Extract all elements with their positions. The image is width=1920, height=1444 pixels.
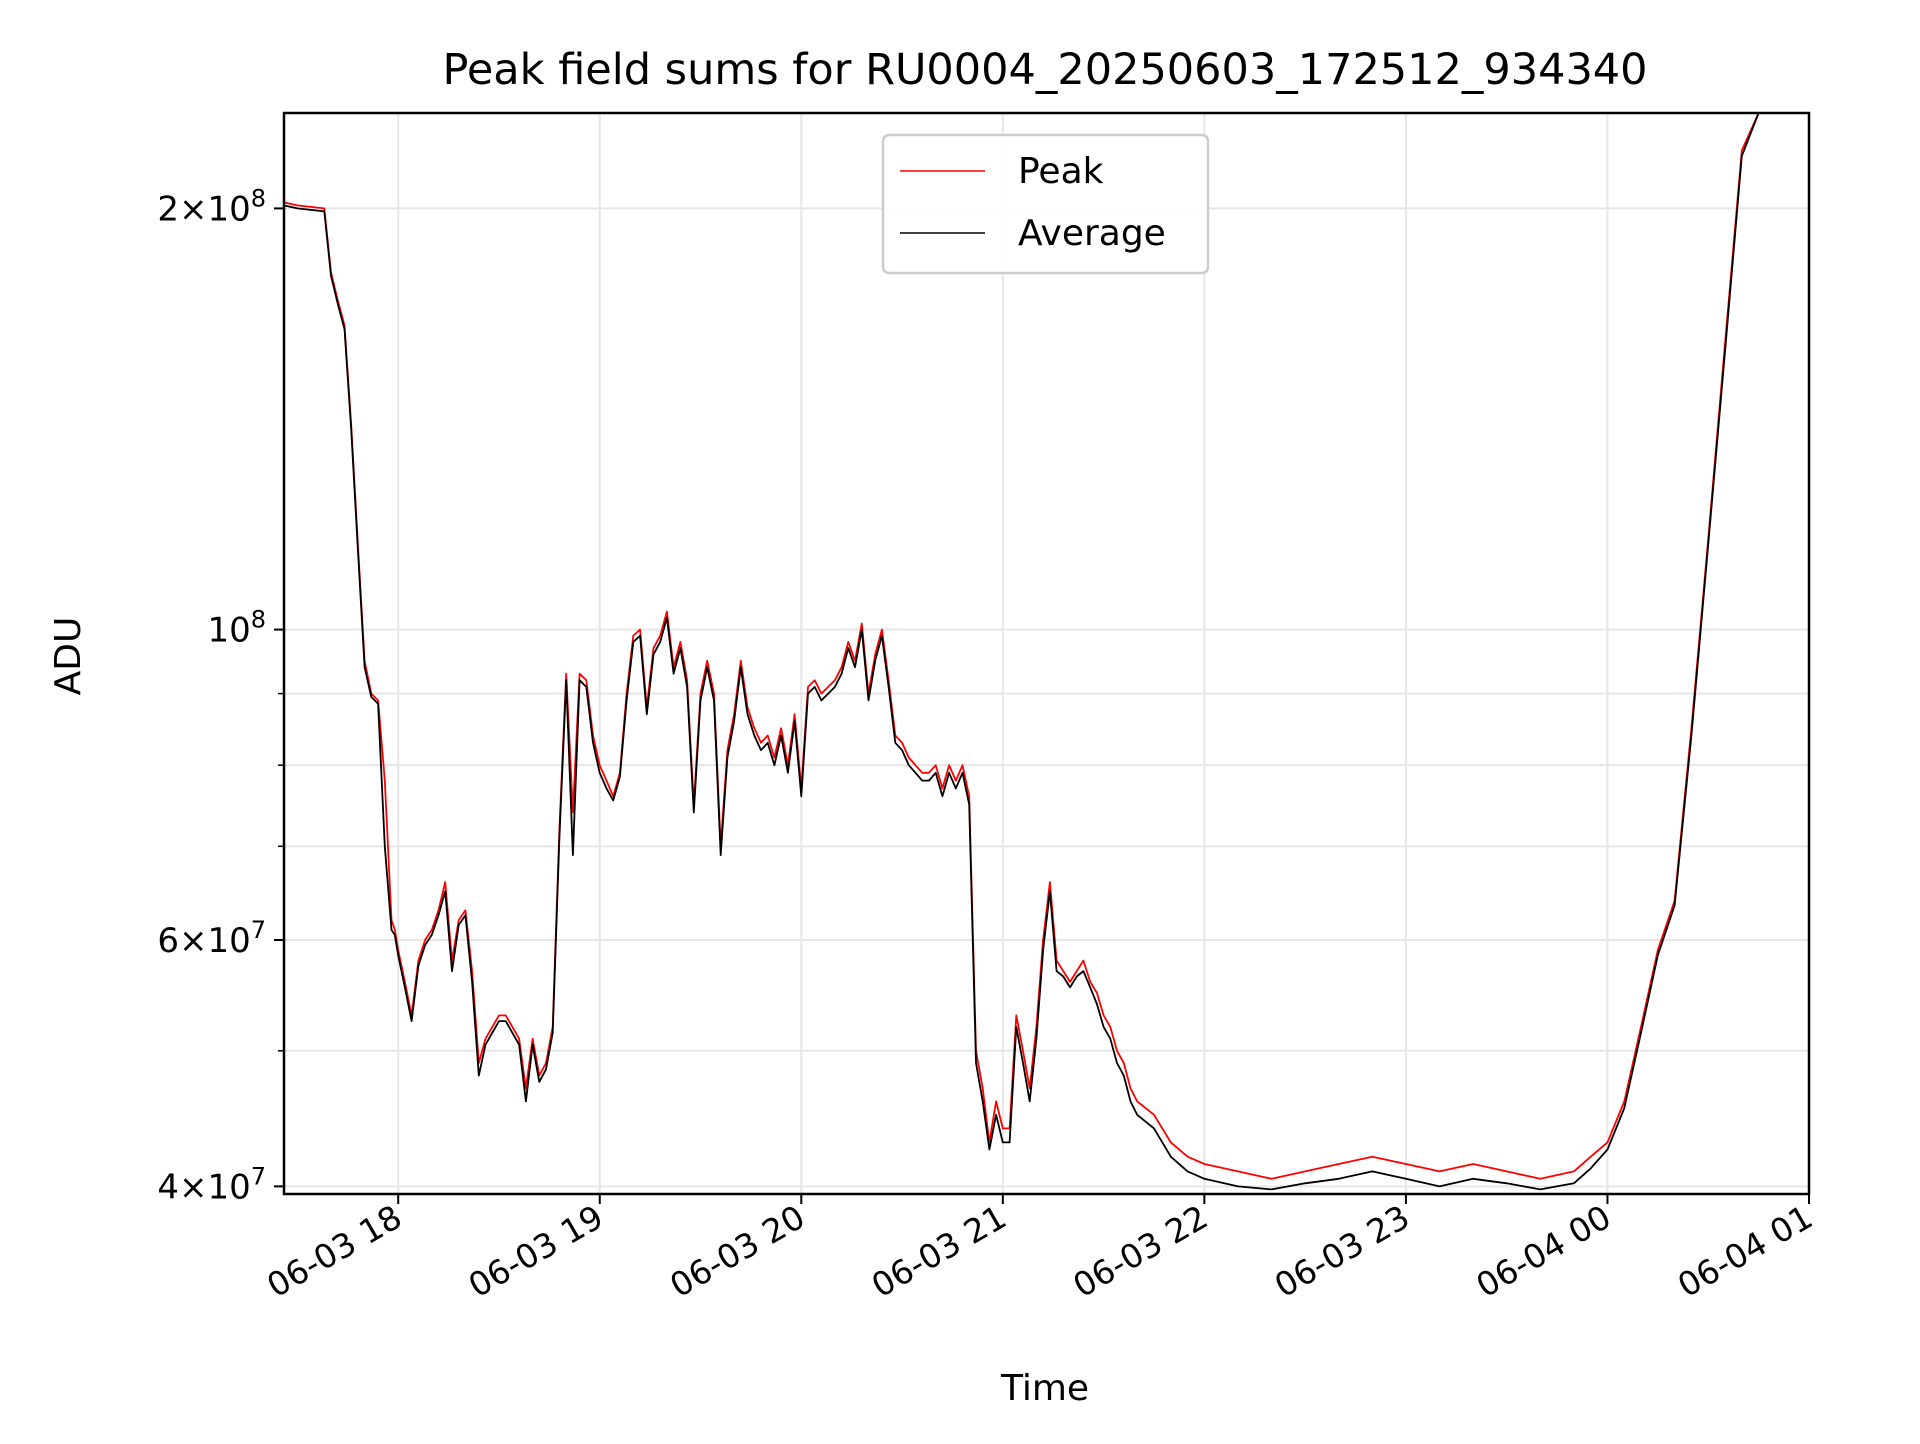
legend-label-peak: Peak xyxy=(1018,151,1104,192)
series-lines xyxy=(283,112,1769,1191)
y-tick-label: 2×108 xyxy=(157,184,266,229)
x-axis-label: Time xyxy=(1000,1368,1089,1409)
y-tick-label: 6×107 xyxy=(157,916,266,961)
x-tick-label: 06-03 20 xyxy=(663,1197,811,1305)
legend-box xyxy=(881,133,1210,275)
legend-label-average: Average xyxy=(1018,213,1166,254)
x-tick-label: 06-03 18 xyxy=(260,1197,408,1305)
series-line-average xyxy=(283,112,1769,1191)
legend: Peak Average xyxy=(881,133,1210,275)
x-tick-label: 06-03 23 xyxy=(1268,1197,1416,1305)
plot-frame xyxy=(282,111,1811,1196)
x-tick-label: 06-03 19 xyxy=(462,1197,610,1305)
x-tick-label: 06-03 21 xyxy=(865,1197,1013,1305)
y-tick-label: 4×107 xyxy=(157,1162,266,1207)
y-axis-label: ADU xyxy=(48,617,89,696)
x-tick-label: 06-04 01 xyxy=(1671,1197,1819,1305)
y-tick-label: 108 xyxy=(207,606,266,651)
x-tick-label: 06-04 00 xyxy=(1469,1197,1617,1305)
chart-title: Peak field sums for RU0004_20250603_1725… xyxy=(442,45,1647,95)
x-tick-label: 06-03 22 xyxy=(1066,1197,1214,1305)
